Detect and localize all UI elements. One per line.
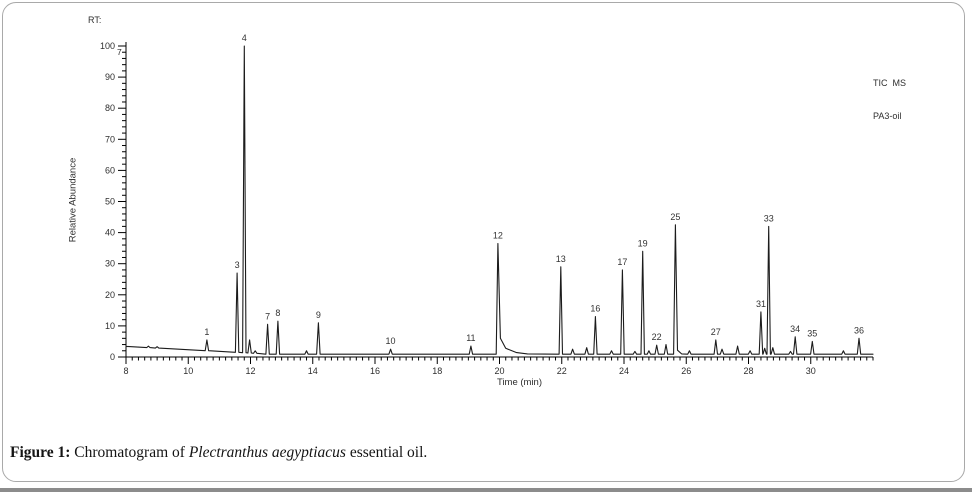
x-tick-label: 10 [183,366,193,376]
y-axis-title: Relative Abundance [67,157,79,243]
y-tick-label: 60 [105,165,115,175]
peak-label-17: 17 [617,257,627,267]
peak-label-4: 4 [242,33,247,43]
chromatogram-trace [125,45,874,355]
peak-label-27: 27 [711,327,721,337]
stray-axis-fragment-label: 7 [117,47,122,57]
y-tick-label: 30 [105,259,115,269]
x-tick-label: 20 [494,366,504,376]
peak-label-8: 8 [275,308,280,318]
peak-label-36: 36 [854,325,864,335]
peak-label-19: 19 [638,238,648,248]
detector-info-block: TIC MS PA3-oil [873,56,906,144]
y-tick-label: 0 [110,352,115,362]
peak-label-16: 16 [590,304,600,314]
peak-label-33: 33 [764,213,774,223]
figure-caption: Figure 1: Chromatogram of Plectranthus a… [10,444,427,462]
peak-label-7: 7 [265,311,270,321]
y-tick-label: 50 [105,197,115,207]
x-axis-title: Time (min) [497,377,542,388]
peak-label-11: 11 [466,333,475,343]
x-tick-label: 12 [245,366,255,376]
x-tick-label: 18 [432,366,442,376]
x-tick-label: 16 [370,366,380,376]
detector-type-label: TIC MS [873,78,906,88]
x-tick-label: 26 [681,366,691,376]
peak-label-13: 13 [556,254,566,264]
x-tick-label: 8 [123,366,128,376]
y-tick-label: 70 [105,134,115,144]
peak-label-10: 10 [386,336,396,346]
peak-label-12: 12 [493,230,503,240]
y-tick-label: 90 [105,72,115,82]
x-tick-label: 30 [806,366,816,376]
y-tick-label: 80 [105,103,115,113]
chromatogram-chart: 0 10 20 30 40 50 60 70 80 90 100 8 10 12 14 16 18 20 22 24 2… [67,15,907,388]
x-tick-label: 22 [557,366,567,376]
peak-label-34: 34 [790,324,800,334]
peak-label-31: 31 [756,299,766,309]
caption-figure-number: Figure 1: [10,444,71,461]
peak-label-9: 9 [316,310,321,320]
peak-label-3: 3 [235,260,240,270]
x-tick-label: 24 [619,366,629,376]
sample-name-label: PA3-oil [873,111,902,121]
caption-species-name: Plectranthus aegyptiacus [188,444,346,461]
y-tick-label: 20 [105,290,115,300]
y-tick-label: 40 [105,228,115,238]
caption-body-text: Chromatogram of [70,444,189,461]
rt-header-label: RT: [88,15,102,25]
x-tick-label: 28 [743,366,753,376]
figure-bottom-divider [0,488,972,492]
x-tick-label: 14 [308,366,318,376]
peak-label-22: 22 [652,332,662,342]
caption-suffix-text: essential oil. [345,444,428,461]
y-tick-label: 100 [100,41,115,51]
peak-label-35: 35 [807,328,817,338]
peak-label-25: 25 [670,212,680,222]
peak-label-1: 1 [204,327,209,337]
y-tick-label: 10 [105,321,115,331]
